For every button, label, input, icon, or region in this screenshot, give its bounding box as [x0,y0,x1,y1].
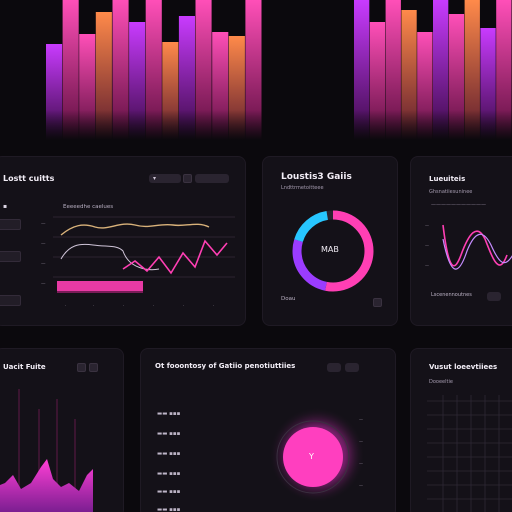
svg-text:—: — [41,282,46,287]
donut-center-label: MAB [321,245,339,254]
gauge-disc [283,427,343,487]
levels-chart [0,389,93,512]
svg-text:·: · [153,304,154,309]
hero-bar [354,0,370,140]
close-icon[interactable] [89,363,98,372]
range-dropdown[interactable]: ▾ [149,174,181,183]
levels-area [0,459,93,512]
levels-panel: Uacit Fuite [0,348,124,512]
wave-axis-top: ——————————— [431,202,486,208]
list-row: ▬▬ ▪▪▪ [157,471,181,477]
wave-chip[interactable] [487,292,501,301]
list-row: ▬▬ ▪▪▪ [157,411,181,417]
hero-bar [245,0,262,140]
donut-chart [292,210,374,292]
grid-title: Vusut loeevtiiees [429,363,498,371]
hero-bar-banner [0,0,512,140]
trend-progress-bar [57,281,143,291]
svg-text:·: · [123,304,124,309]
chevron-down-icon: ▾ [153,175,157,182]
trends-title: Lostt cuitts [3,174,55,183]
more-icon[interactable] [373,298,382,307]
wave-title: Lueuiteis [429,175,466,183]
svg-text:—: — [359,483,363,488]
grid-subtitle: Dooeeltie [429,379,453,385]
wave-footer-label: Lscenennoutnes [431,292,472,298]
hero-bar [62,0,79,140]
filter-chip[interactable] [195,174,229,183]
levels-title: Uacit Fuite [3,363,46,371]
trends-chart: — — — — · · · · · · [41,216,235,309]
svg-text:—: — [41,262,46,267]
gauge-label: Y [309,452,314,461]
hero-bar [385,0,401,140]
wave-panel: Lueuiteis Ghsnatiiesuninee ——————————— —… [410,156,512,326]
list-chip-a[interactable] [327,363,341,372]
trend-line-gold [60,223,210,236]
side-top-label: ▪ [3,203,8,210]
svg-text:—: — [425,263,429,268]
filter-icon[interactable] [77,363,86,372]
list-row: ▬▬ ▪▪▪ [157,507,181,512]
list-gauge: — — — — [269,407,365,503]
side-item-1[interactable] [0,219,21,230]
list-title: Ot fooontosy of Gatiio penotiuttiies [155,362,296,370]
svg-text:—: — [425,243,429,248]
svg-text:—: — [41,242,46,247]
hero-bar [195,0,212,140]
trends-panel: Lostt cuitts ▾ ▪ Eeeeedhe caelues — — — — ·… [0,156,246,326]
hero-bar [464,0,480,140]
calendar-icon[interactable] [183,174,192,183]
hero-bar [112,0,129,140]
donut-arc-pink [292,210,374,292]
trend-line-pink [122,239,228,275]
wave-subtitle: Ghsnatiiesuninee [429,189,473,195]
grid-chart [427,395,512,512]
svg-text:·: · [93,304,94,309]
hero-bar [95,12,112,140]
donut-footer-label: Doau [281,296,296,302]
hero-bar [145,0,162,140]
list-row: ▬▬ ▪▪▪ [157,489,181,495]
list-panel: Ot fooontosy of Gatiio penotiuttiies ▬▬ … [140,348,396,512]
side-item-2[interactable] [0,251,21,262]
hero-bars [0,0,512,140]
hero-bar [496,0,512,140]
svg-text:—: — [41,222,46,227]
svg-text:—: — [359,439,363,444]
hero-bar [178,16,195,140]
hero-bar [433,0,449,140]
svg-text:—: — [425,223,429,228]
hero-bar [401,10,417,140]
svg-text:—: — [359,461,363,466]
list-chip-b[interactable] [345,363,359,372]
svg-text:·: · [183,304,184,309]
donut-title: Loustis3 Gaiis [281,172,352,182]
wave-line-violet [442,233,512,270]
hero-bar [448,14,465,140]
list-row: ▬▬ ▪▪▪ [157,451,181,457]
donut-arc-violet [292,210,374,292]
trends-subheading: Eeeeedhe caelues [63,204,114,210]
donut-panel: Loustis3 Gaiis Lndttrmetoitteee MAB Doau [262,156,398,326]
svg-text:—: — [359,417,363,422]
wave-line-pink [442,224,508,267]
wave-chart: — — — [425,223,512,270]
trend-line-white [60,243,160,271]
list-row: ▬▬ ▪▪▪ [157,431,181,437]
svg-text:·: · [65,304,66,309]
side-item-3[interactable] [0,295,21,306]
svg-text:·: · [213,304,214,309]
donut-subtitle: Lndttrmetoitteee [281,185,324,191]
grid-panel: Vusut loeevtiiees Dooeeltie [410,348,512,512]
